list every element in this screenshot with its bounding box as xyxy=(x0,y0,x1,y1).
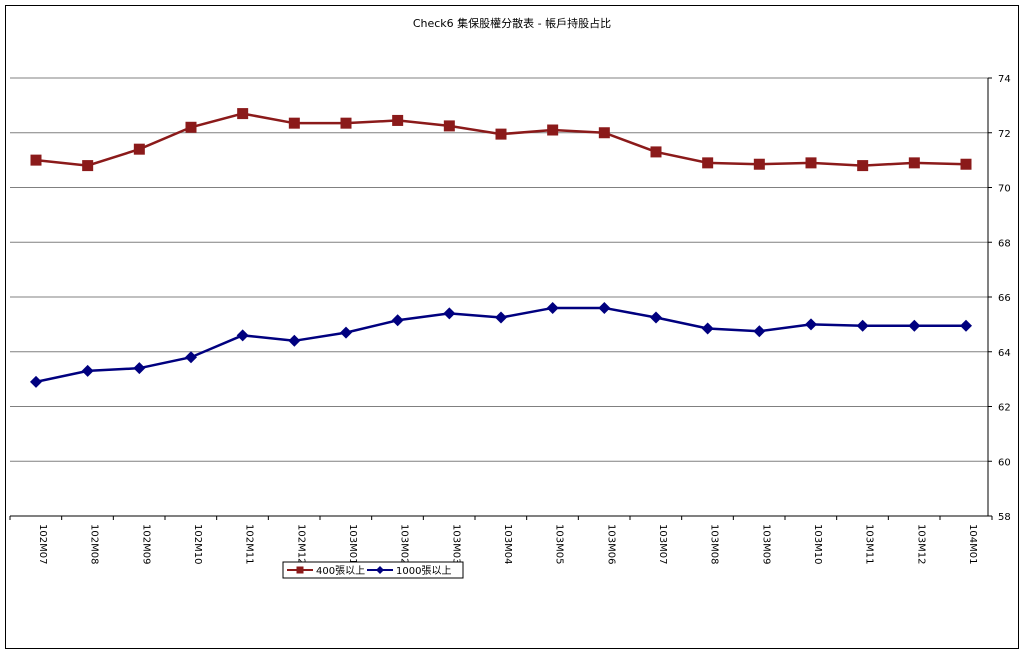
x-tick-label: 103M04 xyxy=(502,524,513,564)
data-point xyxy=(650,311,662,324)
x-tick-label: 102M12 xyxy=(295,524,306,564)
data-point xyxy=(288,117,300,129)
y-tick-label: 64 xyxy=(998,348,1011,359)
data-point xyxy=(753,158,765,170)
x-tick-label: 102M08 xyxy=(89,524,100,564)
data-point xyxy=(495,128,507,140)
data-point xyxy=(30,154,42,166)
data-point xyxy=(133,143,145,155)
data-point xyxy=(443,307,456,320)
x-tick-label: 103M01 xyxy=(347,524,358,564)
data-point xyxy=(392,114,404,126)
y-tick-label: 58 xyxy=(998,512,1011,523)
gridlines xyxy=(10,77,988,462)
data-point xyxy=(82,160,94,172)
x-tick-label: 102M07 xyxy=(37,524,48,564)
y-tick-label: 72 xyxy=(998,129,1011,140)
data-point xyxy=(288,334,301,347)
data-point xyxy=(495,311,507,324)
x-tick-label: 103M05 xyxy=(554,524,565,564)
data-point xyxy=(908,157,920,169)
data-point xyxy=(753,325,766,338)
legend-marker xyxy=(376,566,384,574)
y-tick-label: 62 xyxy=(998,403,1011,414)
legend-label: 1000張以上 xyxy=(396,565,451,577)
data-point xyxy=(598,127,610,139)
x-tick-label: 103M07 xyxy=(657,524,668,564)
data-point xyxy=(237,108,249,120)
y-tick-label: 66 xyxy=(998,293,1011,304)
x-tick-label: 103M02 xyxy=(399,524,410,564)
x-tick-label: 102M09 xyxy=(140,524,151,564)
x-tick-label: 102M10 xyxy=(192,524,203,564)
data-point xyxy=(805,157,817,169)
data-point xyxy=(856,319,869,332)
data-point xyxy=(650,146,662,158)
x-tick-label: 103M08 xyxy=(709,524,720,564)
series xyxy=(30,108,972,388)
data-point xyxy=(546,301,559,314)
legend-marker xyxy=(296,566,304,574)
chart-title: Check6 集保股權分散表 - 帳戶持股占比 xyxy=(413,16,611,30)
x-tick-label: 103M12 xyxy=(915,524,926,564)
data-point xyxy=(391,314,404,327)
data-point xyxy=(547,124,559,136)
data-point xyxy=(81,364,94,377)
chart-frame xyxy=(5,5,1019,649)
data-point xyxy=(598,301,611,314)
data-point xyxy=(702,157,714,169)
data-point xyxy=(443,120,455,132)
y-tick-label: 74 xyxy=(998,74,1011,85)
data-point xyxy=(960,319,972,332)
data-point xyxy=(805,318,817,331)
y-tick-label: 70 xyxy=(998,184,1011,195)
data-point xyxy=(133,362,146,375)
data-point xyxy=(908,319,921,332)
data-point xyxy=(701,322,714,335)
data-point xyxy=(340,117,352,129)
y-tick-label: 60 xyxy=(998,457,1011,468)
y-tick-label: 68 xyxy=(998,238,1011,249)
data-point xyxy=(30,375,42,388)
data-point xyxy=(185,121,197,133)
x-tick-label: 104M01 xyxy=(967,524,978,564)
data-point xyxy=(960,158,972,170)
x-tick-label: 103M09 xyxy=(760,524,771,564)
legend: 400張以上 1000張以上 xyxy=(282,561,464,579)
x-tick-label: 103M11 xyxy=(864,524,875,564)
data-point xyxy=(236,329,249,342)
data-point xyxy=(857,160,869,172)
x-tick-label: 103M06 xyxy=(605,524,616,564)
x-tick-label: 102M11 xyxy=(244,524,255,564)
legend-label: 400張以上 xyxy=(316,565,365,577)
data-point xyxy=(185,351,197,364)
x-tick-label: 103M10 xyxy=(812,524,823,564)
data-point xyxy=(340,326,352,339)
x-tick-label: 103M03 xyxy=(450,524,461,564)
axes: 58 60 62 64 66 68 70 72 74 102M07 102M08 102M09 102M… xyxy=(9,74,1011,564)
